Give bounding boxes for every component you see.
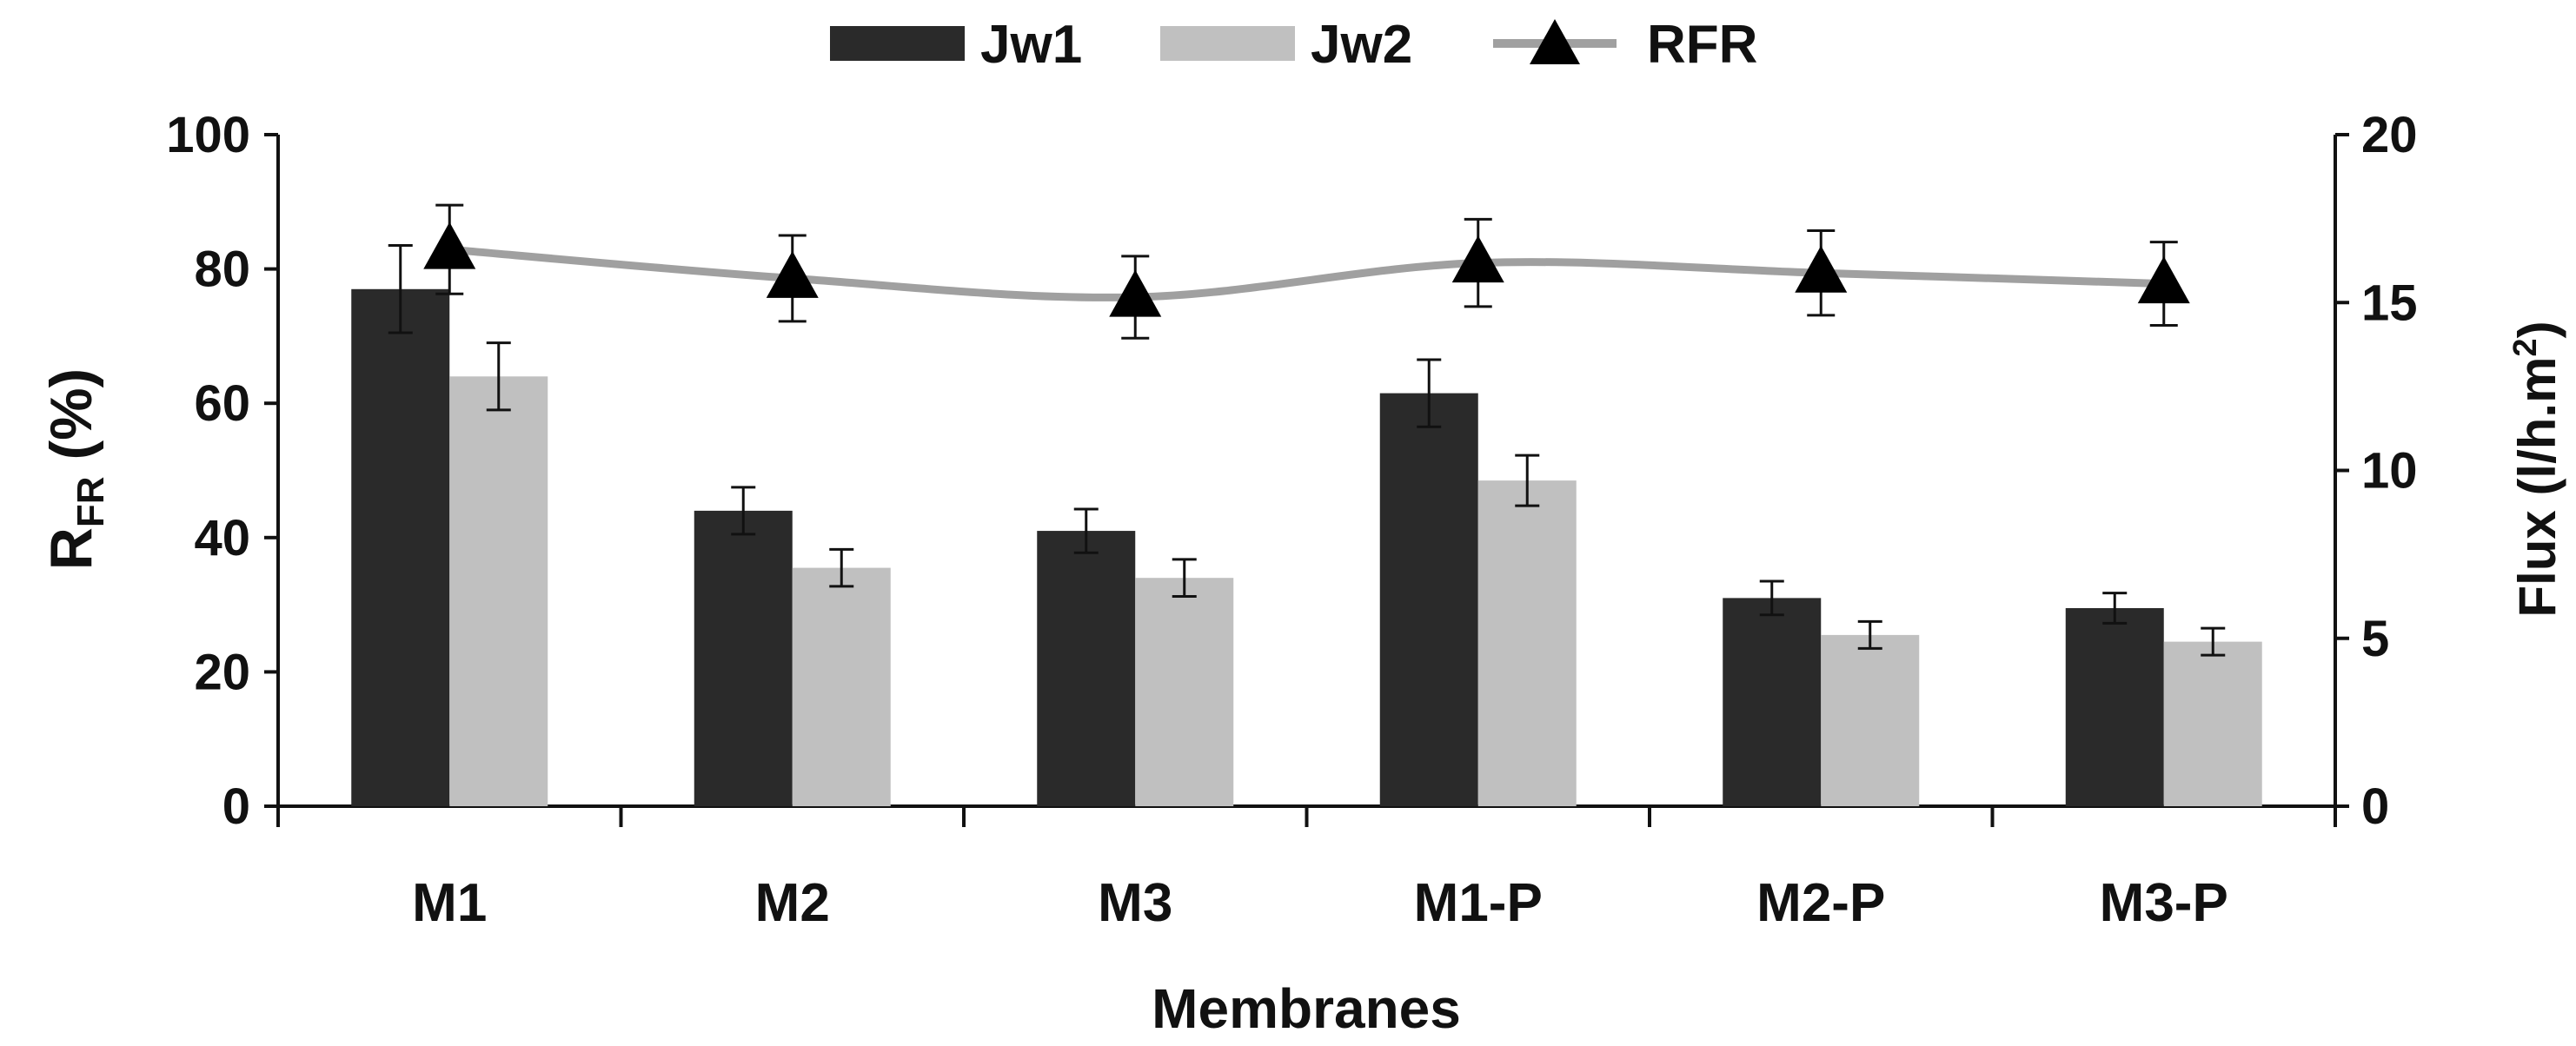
rfr-line-series — [423, 203, 2190, 340]
y-axis-title-left: RFR (%) — [38, 368, 112, 570]
y-tick-label-left-60: 60 — [194, 375, 250, 432]
error-bar-jw2-m3 — [1172, 558, 1197, 598]
bar-jw2-m1-p — [1477, 480, 1577, 806]
y-ticks-right: 0 5 10 15 20 — [2335, 107, 2418, 835]
error-bar-jw2-m1-p — [1515, 453, 1540, 507]
bar-jw2-m3-p — [2163, 641, 2262, 806]
x-axis-title: Membranes — [1152, 977, 1461, 1040]
x-tick-label-m2-p: M2-P — [1756, 873, 1885, 933]
y-axis-title-main: R — [38, 527, 104, 570]
y-tick-label-left-40: 40 — [194, 510, 250, 566]
legend-swatch-jw1 — [830, 26, 965, 61]
x-tick-label-m2: M2 — [755, 873, 830, 933]
bar-jw2-m1 — [449, 376, 548, 806]
bar-jw1-m1-p — [1379, 393, 1478, 806]
y-tick-label-left-100: 100 — [166, 107, 250, 163]
y-axis-title-rest: (%) — [38, 368, 104, 477]
y2-axis-title-end: ) — [2508, 321, 2566, 338]
x-ticks: M1 M2 M3 M1-P M2-P M3-P — [276, 806, 2337, 933]
x-tick-label-m3: M3 — [1098, 873, 1172, 933]
error-bar-jw2-m2 — [829, 547, 854, 588]
error-bar-jw1-m3-p — [2102, 592, 2128, 625]
error-bar-jw2-m2-p — [1857, 619, 1882, 650]
rfr-point-m2 — [766, 250, 819, 298]
error-bar-jw2-m1 — [486, 341, 511, 412]
bars — [351, 244, 2262, 806]
y-axis-title-right: Flux (l/h.m2) — [2507, 321, 2566, 617]
rfr-point-m1 — [423, 222, 476, 269]
bar-jw2-m2 — [792, 567, 891, 806]
axes — [276, 135, 2337, 808]
bar-jw1-m3 — [1037, 531, 1136, 806]
legend-marker-rfr — [1530, 19, 1580, 64]
rfr-point-m3 — [1109, 269, 1162, 317]
legend-swatch-jw2 — [1160, 26, 1295, 61]
y-tick-label-left-80: 80 — [194, 242, 250, 298]
y-tick-label-right-10: 10 — [2361, 443, 2418, 500]
bar-jw2-m2-p — [1821, 634, 1920, 806]
error-bar-jw1-m3 — [1073, 507, 1099, 554]
error-bar-jw1-m1 — [388, 244, 413, 334]
y-tick-label-right-5: 5 — [2361, 611, 2389, 667]
y-tick-label-left-0: 0 — [222, 778, 250, 835]
x-tick-label-m3-p: M3-P — [2100, 873, 2228, 933]
svg-text:RFR (%): RFR (%) — [38, 368, 112, 570]
y-tick-label-right-0: 0 — [2361, 778, 2389, 835]
x-tick-label-m1-p: M1-P — [1414, 873, 1543, 933]
bar-jw1-m3-p — [2065, 607, 2164, 806]
y-ticks-left: 0 20 40 60 80 100 — [166, 107, 278, 835]
rfr-point-m2-p — [1795, 245, 1848, 293]
y-tick-label-right-20: 20 — [2361, 107, 2418, 163]
error-bar-jw1-m2 — [731, 486, 756, 536]
y2-axis-title-main: Flux (l/h.m — [2508, 357, 2566, 618]
rfr-point-m3-p — [2137, 256, 2190, 304]
bar-jw2-m3 — [1135, 578, 1234, 806]
y2-axis-title-sup: 2 — [2507, 338, 2544, 356]
rfr-point-m1-p — [1451, 235, 1504, 283]
error-bar-jw1-m1-p — [1417, 358, 1442, 428]
legend: Jw1 Jw2 RFR — [830, 15, 1757, 75]
legend-label-jw2: Jw2 — [1311, 15, 1412, 75]
legend-label-rfr: RFR — [1647, 15, 1757, 75]
svg-text:Flux (l/h.m2): Flux (l/h.m2) — [2507, 321, 2566, 617]
legend-label-jw1: Jw1 — [980, 15, 1082, 75]
bar-jw1-m2-p — [1723, 598, 1822, 806]
x-tick-label-m1: M1 — [412, 873, 487, 933]
bar-jw1-m2 — [694, 510, 793, 806]
error-bar-jw2-m3-p — [2201, 626, 2226, 657]
rfr-line — [448, 245, 2164, 301]
y-tick-label-left-20: 20 — [194, 644, 250, 700]
error-bar-jw1-m2-p — [1759, 579, 1784, 617]
y-axis-title-sub: FR — [70, 476, 112, 527]
y-tick-label-right-15: 15 — [2361, 275, 2418, 331]
bar-jw1-m1 — [351, 288, 450, 806]
